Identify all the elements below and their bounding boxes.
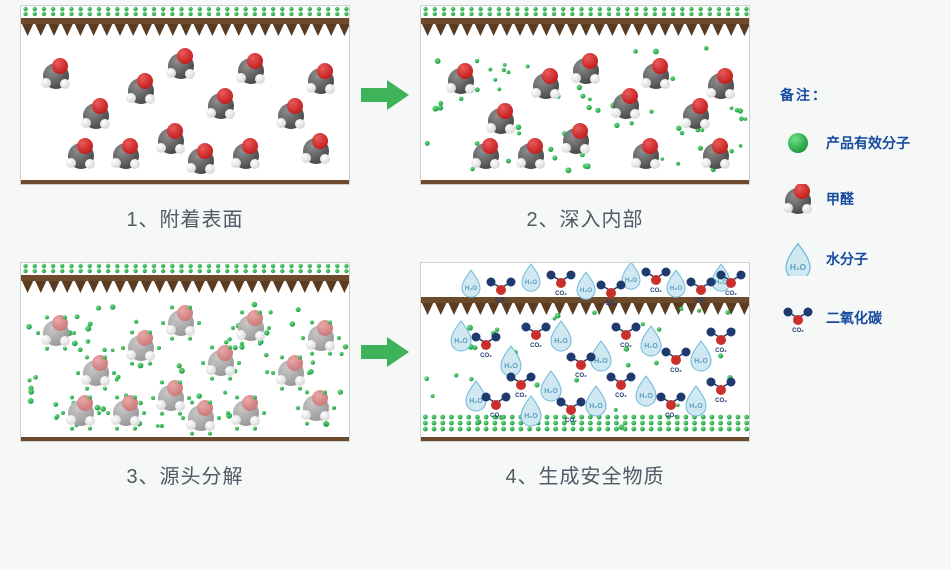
svg-text:CO₂: CO₂ <box>515 393 527 399</box>
legend-item-co2: CO₂ 二氧化碳 <box>780 304 945 332</box>
panel-4: H₂O H₂O H₂O H₂O H₂O H₂O H₂O H₂O H₂O H₂O H₂O H₂O H₂O H… <box>420 262 750 442</box>
row-2: H₂O H₂O H₂O H₂O H₂O H₂O H₂O H₂O H₂O H₂O H₂O H₂O H₂O H… <box>20 262 760 442</box>
green-molecule-icon <box>780 130 816 156</box>
panel-2 <box>420 5 750 185</box>
svg-text:H₂O: H₂O <box>544 388 558 395</box>
svg-text:CO₂: CO₂ <box>530 343 542 349</box>
svg-text:H₂O: H₂O <box>790 262 807 272</box>
formaldehyde-icon <box>780 184 816 214</box>
svg-text:CO₂: CO₂ <box>480 353 492 359</box>
water-droplet-icon: H₂O <box>780 242 816 276</box>
svg-text:CO₂: CO₂ <box>490 413 502 419</box>
svg-text:H₂O: H₂O <box>524 413 538 420</box>
legend-label: 二氧化碳 <box>826 308 882 328</box>
svg-text:CO₂: CO₂ <box>792 328 804 332</box>
svg-text:H₂O: H₂O <box>465 285 477 292</box>
svg-text:CO₂: CO₂ <box>715 398 727 404</box>
caption-4: 4、生成安全物质 <box>420 460 750 489</box>
legend-item-water: H₂O 水分子 <box>780 242 945 276</box>
panel-3 <box>20 262 350 442</box>
svg-text:H₂O: H₂O <box>589 403 603 410</box>
svg-text:CO₂: CO₂ <box>670 368 682 374</box>
caption-3: 3、源头分解 <box>20 460 350 489</box>
arrow-1to2 <box>350 78 420 112</box>
svg-text:H₂O: H₂O <box>639 393 653 400</box>
arrow-icon <box>361 78 409 112</box>
diagram-grid: 1、附着表面 2、深入内部 H₂OH₂OH₂OH₂OH₂OH₂OH₂OH₂OH₂… <box>20 5 760 519</box>
svg-text:H₂O: H₂O <box>580 287 592 294</box>
svg-text:H₂O: H₂O <box>625 277 637 284</box>
svg-text:CO₂: CO₂ <box>695 298 707 304</box>
svg-text:H₂O: H₂O <box>644 343 658 350</box>
svg-text:H₂O: H₂O <box>594 358 608 365</box>
legend-title: 备注： <box>780 85 945 105</box>
legend-label: 水分子 <box>826 249 868 269</box>
svg-text:CO₂: CO₂ <box>665 413 677 419</box>
svg-text:H₂O: H₂O <box>504 363 518 370</box>
svg-text:CO₂: CO₂ <box>615 393 627 399</box>
svg-text:H₂O: H₂O <box>554 338 568 345</box>
arrow-icon <box>361 335 409 369</box>
svg-text:H₂O: H₂O <box>454 338 468 345</box>
svg-text:H₂O: H₂O <box>525 279 537 286</box>
svg-text:H₂O: H₂O <box>694 358 708 365</box>
caption-2: 2、深入内部 <box>420 203 750 232</box>
svg-text:CO₂: CO₂ <box>495 298 507 304</box>
svg-text:CO₂: CO₂ <box>620 343 632 349</box>
svg-text:H₂O: H₂O <box>670 285 682 292</box>
caption-1: 1、附着表面 <box>20 203 350 232</box>
legend: 备注： 产品有效分子 甲醛 H₂O 水分子 CO₂ 二氧化碳 <box>780 85 945 360</box>
svg-text:CO₂: CO₂ <box>555 291 567 297</box>
svg-text:CO₂: CO₂ <box>725 291 737 297</box>
svg-text:H₂O: H₂O <box>689 403 703 410</box>
caption-row-1: 1、附着表面 2、深入内部 <box>20 203 760 232</box>
svg-text:CO₂: CO₂ <box>715 348 727 354</box>
svg-text:CO₂: CO₂ <box>575 373 587 379</box>
caption-row-2: 3、源头分解 4、生成安全物质 <box>20 460 760 489</box>
svg-text:CO₂: CO₂ <box>565 418 577 424</box>
svg-text:H₂O: H₂O <box>469 398 483 405</box>
legend-item-green: 产品有效分子 <box>780 130 945 156</box>
arrow-3to4 <box>350 335 420 369</box>
legend-item-hcho: 甲醛 <box>780 184 945 214</box>
svg-text:CO₂: CO₂ <box>650 288 662 294</box>
svg-text:CO₂: CO₂ <box>605 301 617 307</box>
legend-label: 甲醛 <box>826 189 854 209</box>
legend-label: 产品有效分子 <box>826 133 910 153</box>
panel-1 <box>20 5 350 185</box>
co2-molecule-icon: CO₂ <box>780 304 816 332</box>
svg-text:H₂O: H₂O <box>715 279 727 286</box>
row-1 <box>20 5 760 185</box>
